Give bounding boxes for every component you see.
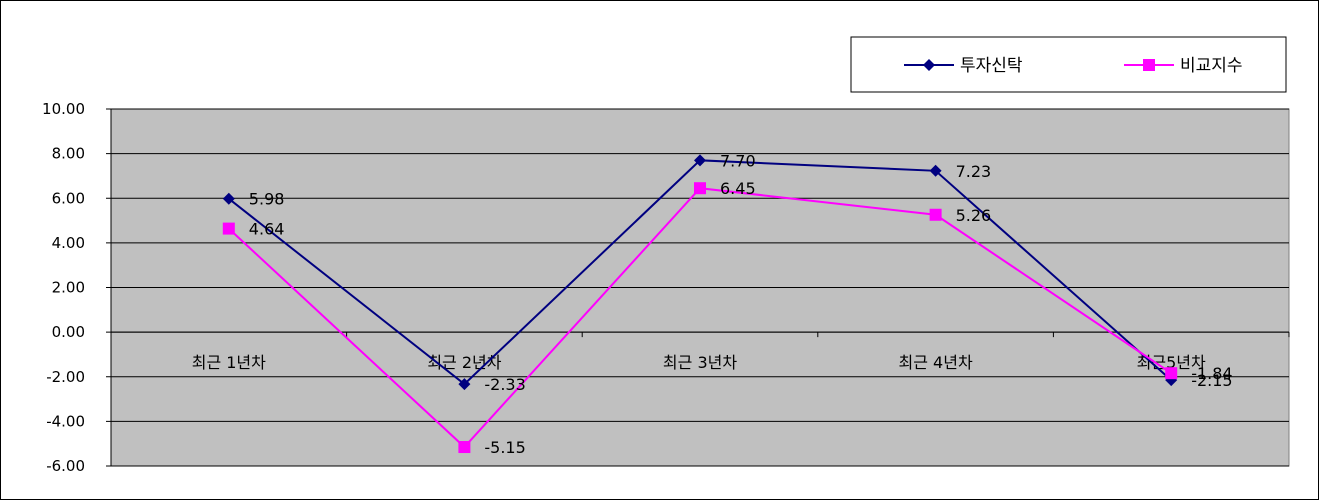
y-tick-label: 4.00 <box>52 234 85 252</box>
y-tick-label: 8.00 <box>52 145 85 163</box>
series-1-point <box>694 154 706 167</box>
series-lines <box>222 154 1178 454</box>
series-2-point <box>222 222 235 235</box>
y-tick-label: -6.00 <box>46 457 85 475</box>
series-2-point <box>929 208 942 221</box>
axes <box>106 108 1290 467</box>
series-2-data-label: 5.26 <box>956 206 992 225</box>
x-category-label: 최근 1년차 <box>192 353 266 372</box>
y-tick-label: -2.00 <box>46 368 85 386</box>
x-category-label: 최근5년차 <box>1137 353 1206 372</box>
y-tick-label: 6.00 <box>52 189 85 207</box>
series-2-point <box>458 441 471 454</box>
legend-items: 투자신탁 비교지수 <box>904 56 1243 76</box>
y-tick-label: 0.00 <box>52 323 85 341</box>
series-1-data-label: 7.70 <box>720 151 756 170</box>
y-axis-tick-labels: 10.00 8.00 6.00 4.00 2.00 0.00 -2.00 -4.00 -6.00 <box>42 100 85 475</box>
series-1-data-label: 5.98 <box>249 190 285 209</box>
series-1-point <box>458 378 471 391</box>
series-1-data-label: -2.15 <box>1191 371 1232 390</box>
series-2-data-label: -5.15 <box>484 438 525 457</box>
series-1-data-label: 7.23 <box>956 162 992 181</box>
x-category-label: 최근 4년차 <box>899 353 973 372</box>
y-tick-label: 10.00 <box>42 100 85 118</box>
legend-label-2: 비교지수 <box>1180 56 1243 76</box>
legend-label-1: 투자신탁 <box>960 56 1023 76</box>
y-tick-label: 2.00 <box>52 279 85 297</box>
legend-marker-square <box>1143 59 1155 71</box>
x-category-label: 최근 3년차 <box>663 353 737 372</box>
legend-marker-diamond <box>923 59 935 71</box>
series-2-data-label: 6.45 <box>720 179 756 198</box>
data-labels: 5.98 -2.33 7.70 7.23 -2.15 4.64 -5.15 6.45 5.26 -… <box>249 151 1233 457</box>
series-2-data-label: -1.84 <box>1191 364 1232 383</box>
series-2-point <box>1165 367 1178 380</box>
series-1-point <box>929 164 942 177</box>
series-1-data-label: -2.33 <box>484 375 525 394</box>
y-tick-label: -4.00 <box>46 412 85 430</box>
series-1-point <box>222 192 235 205</box>
series-2-point <box>694 182 706 195</box>
series-2-data-label: 4.64 <box>249 220 285 239</box>
legend: 투자신탁 비교지수 <box>850 36 1287 93</box>
